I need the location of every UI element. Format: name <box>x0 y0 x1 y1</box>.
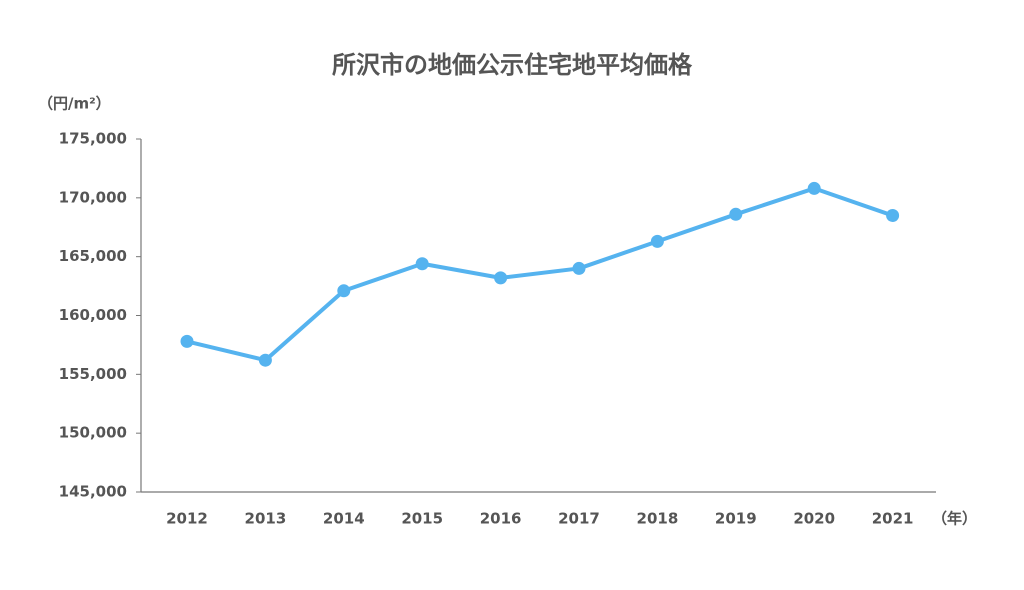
y-tick-label: 155,000 <box>59 365 127 383</box>
data-point <box>180 334 194 348</box>
x-tick-label: 2012 <box>166 510 208 528</box>
chart-title: 所沢市の地価公示住宅地平均価格 <box>332 51 693 79</box>
y-tick-label: 145,000 <box>59 483 127 501</box>
x-axis-unit: （年） <box>932 510 977 528</box>
x-tick-label: 2015 <box>401 510 443 528</box>
y-tick-label: 150,000 <box>59 424 127 442</box>
data-point <box>729 207 743 221</box>
x-tick-label: 2021 <box>872 510 914 528</box>
x-tick-label: 2014 <box>323 510 365 528</box>
x-tick-label: 2018 <box>637 510 679 528</box>
data-point <box>807 181 821 195</box>
y-tick-label: 165,000 <box>59 247 127 265</box>
data-point <box>258 353 272 367</box>
x-tick-label: 2013 <box>245 510 287 528</box>
x-tick-label: 2020 <box>793 510 835 528</box>
data-point <box>650 234 664 248</box>
data-point <box>415 257 429 271</box>
data-point <box>572 261 586 275</box>
x-tick-label: 2016 <box>480 510 522 528</box>
y-axis-unit: （円/m²） <box>38 95 111 113</box>
data-point <box>337 284 351 298</box>
x-tick-label: 2017 <box>558 510 600 528</box>
data-point <box>494 271 508 285</box>
data-point <box>886 208 900 222</box>
x-tick-label: 2019 <box>715 510 757 528</box>
y-tick-label: 175,000 <box>59 130 127 148</box>
y-tick-label: 170,000 <box>59 188 127 206</box>
y-tick-label: 160,000 <box>59 306 127 324</box>
data-line <box>186 186 894 363</box>
